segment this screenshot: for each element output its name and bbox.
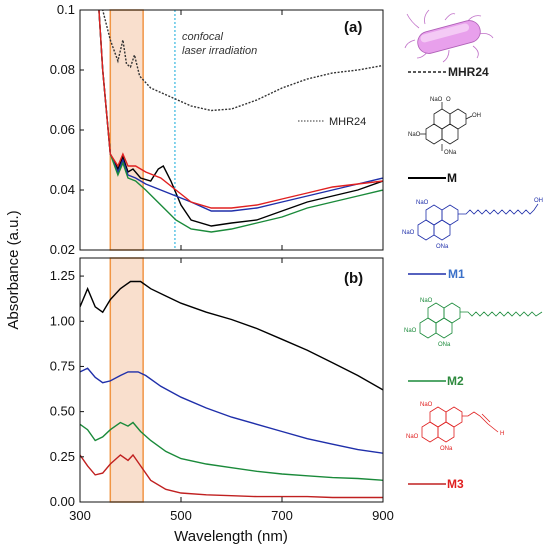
x-tick-label: 900	[372, 508, 394, 523]
svg-text:NaO: NaO	[420, 402, 433, 408]
series-line-m1	[80, 367, 383, 454]
svg-text:NaO: NaO	[408, 132, 421, 138]
y-tick-label: 0.04	[50, 182, 75, 197]
svg-text:OH: OH	[472, 113, 481, 119]
y-tick-label: 0.75	[50, 358, 75, 373]
legend-item-m2: M2	[408, 374, 464, 388]
svg-text:NaO: NaO	[402, 230, 415, 236]
panel-a: 0.02 0.04 0.06 0.08 0.1 (a) confocal laser i…	[50, 2, 384, 257]
svg-text:NaO: NaO	[420, 298, 433, 304]
y-tick-label: 0.25	[50, 449, 75, 464]
series-label-mhr24: MHR24	[329, 116, 366, 128]
annotation-line1: confocal	[182, 31, 224, 43]
svg-text:ONa: ONa	[440, 446, 453, 452]
legend-item-m1: M1	[408, 267, 465, 281]
y-axis-label: Absorbance (a.u.)	[5, 210, 22, 329]
structure-m2: NaO NaO ONa	[404, 298, 543, 348]
svg-text:OH: OH	[534, 198, 543, 204]
panel-label-b: (b)	[344, 270, 363, 287]
y-tick-label: 1.00	[50, 313, 75, 328]
series-group-b	[80, 280, 383, 499]
panel-label-a: (a)	[344, 19, 362, 36]
legend-label: M2	[447, 374, 464, 388]
y-ticks-b: 0.00 0.25 0.50 0.75 1.00 1.25	[50, 268, 84, 509]
y-tick-label: 0.1	[57, 2, 75, 17]
svg-text:O: O	[446, 97, 451, 103]
svg-text:NaO: NaO	[406, 434, 419, 440]
series-line-m3	[80, 453, 383, 499]
plot-frame-b	[79, 257, 384, 503]
structure-m: NaO O OH NaO ONa	[408, 97, 481, 156]
series-line-m	[80, 280, 383, 391]
structure-m3: NaO H NaO ONa	[406, 402, 504, 452]
svg-text:ONa: ONa	[436, 244, 449, 250]
y-tick-label: 0.50	[50, 404, 75, 419]
legend-item-m3: M3	[408, 477, 464, 491]
y-tick-label: 0.02	[50, 242, 75, 257]
series-line-m	[98, 10, 383, 227]
panel-b: 0.00 0.25 0.50 0.75 1.00 1.25 300 500 700 900 (b…	[50, 10, 394, 523]
svg-text:NaO: NaO	[404, 328, 417, 334]
series-group-a	[98, 10, 383, 233]
x-tick-label: 300	[69, 508, 91, 523]
series-line-m2	[80, 421, 383, 481]
legend-item-mhr24: MHR24	[408, 65, 489, 79]
svg-text:ONa: ONa	[444, 150, 457, 156]
legend-label: M3	[447, 477, 464, 491]
legend-label: M	[447, 171, 457, 185]
x-tick-label: 700	[271, 508, 293, 523]
y-tick-label: 0.08	[50, 62, 75, 77]
svg-text:NaO: NaO	[416, 200, 429, 206]
series-line-mhr24	[101, 10, 383, 112]
svg-text:NaO: NaO	[430, 97, 443, 103]
y-tick-label: 0.06	[50, 122, 75, 137]
series-line-m1	[98, 10, 383, 212]
y-tick-label: 1.25	[50, 268, 75, 283]
series-line-m3	[98, 10, 383, 209]
x-axis-label: Wavelength (nm)	[174, 528, 288, 545]
legend: MHR24 NaO O OH NaO ONa M	[402, 9, 543, 491]
bacterium-icon	[404, 9, 494, 63]
legend-item-m: M	[408, 171, 457, 185]
y-ticks-a: 0.02 0.04 0.06 0.08 0.1	[50, 2, 84, 257]
y-tick-label: 0.00	[50, 494, 75, 509]
highlight-band	[109, 9, 144, 251]
chem-h: H	[500, 431, 504, 437]
legend-label: M1	[448, 267, 465, 281]
legend-label: MHR24	[448, 65, 489, 79]
series-line-m2	[98, 10, 383, 233]
structure-m1: NaO OH NaO ONa	[402, 198, 543, 250]
svg-text:ONa: ONa	[438, 342, 451, 348]
annotation-line2: laser irradiation	[182, 45, 257, 57]
x-tick-label: 500	[170, 508, 192, 523]
x-ticks-b: 300 500 700 900	[69, 10, 394, 523]
